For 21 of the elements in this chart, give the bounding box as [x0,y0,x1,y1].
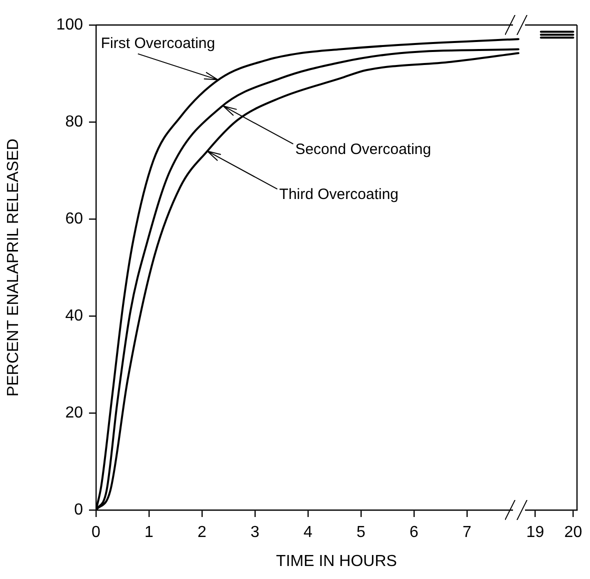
x-tick-label: 7 [462,524,472,542]
y-tick-label: 80 [65,113,84,130]
x-tick-label: 4 [304,524,313,542]
y-tick-label: 0 [74,501,84,518]
x-tick-label: 20 [564,524,582,542]
y-tick-label: 100 [56,16,84,34]
x-tick-label: 2 [198,524,207,542]
x-axis-title: TIME IN HOURS [275,553,398,571]
x-tick-label: 3 [250,524,260,542]
y-tick-label: 60 [65,210,84,228]
annotation: Second Overcoating [295,140,432,159]
x-tick-label: 19 [526,524,544,542]
y-tick-label: 40 [65,307,84,324]
x-tick-label: 6 [410,524,419,542]
x-tick-label: 5 [356,524,366,542]
y-tick-label: 20 [65,404,84,422]
x-tick-label: 1 [144,524,154,542]
annotation: First Overcoating [100,34,216,53]
annotation: Third Overcoating [279,186,399,204]
x-tick-label: 0 [92,524,101,542]
y-axis-title: PERCENT ENALAPRIL RELEASED [5,138,22,396]
